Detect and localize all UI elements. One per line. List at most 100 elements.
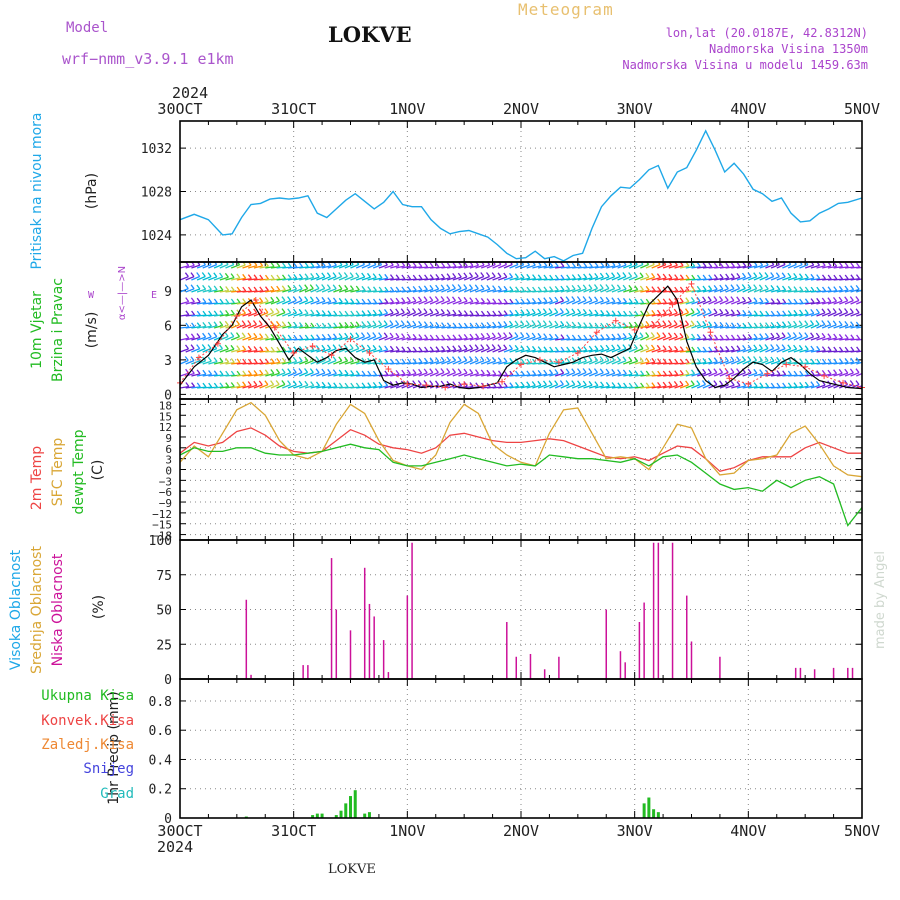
wind-barb-flag xyxy=(281,274,287,280)
wind-barb-flag xyxy=(623,310,628,316)
wind-barb xyxy=(276,324,286,329)
wind-barb-flag xyxy=(508,272,514,278)
wind-barb-flag xyxy=(673,320,678,325)
wind-barb-flag xyxy=(259,274,264,280)
wind-barb-flag xyxy=(577,380,582,386)
wind-barb-flag xyxy=(787,298,792,304)
wind-barb-flag xyxy=(588,322,593,328)
wind-barb-flag xyxy=(526,286,531,292)
wind-barb xyxy=(577,312,587,317)
wind-barb xyxy=(180,348,189,353)
wind-barb-flag xyxy=(582,284,587,290)
wind-barb-flag xyxy=(702,285,707,291)
wind-barb-flag xyxy=(685,369,690,375)
temp-title-sfc: SFC Temp xyxy=(50,438,66,507)
wind-barb xyxy=(384,301,394,305)
wind-barb-flag xyxy=(486,369,491,375)
wind-barb xyxy=(679,336,689,341)
wind-barb xyxy=(543,265,553,269)
temp-title-dewpt: dewpt Temp xyxy=(71,429,87,514)
wind-barb-flag xyxy=(372,298,378,304)
wind-barb xyxy=(429,371,439,377)
wind-barb xyxy=(418,311,428,317)
wind-barb-flag xyxy=(520,345,525,350)
wind-barb-flag xyxy=(304,334,309,340)
wind-barb-flag xyxy=(849,368,854,374)
wind-barb-flag xyxy=(736,345,741,351)
y-tick-label: 0.6 xyxy=(149,724,172,739)
wind-barb-flag xyxy=(366,344,371,350)
wind-barb xyxy=(702,300,712,305)
wind-barb-flag xyxy=(327,382,332,387)
pressure-unit: (hPa) xyxy=(84,173,100,209)
wind-barb-flag xyxy=(696,262,701,267)
wind-barb-flag xyxy=(230,298,235,304)
wind-barb-flag xyxy=(451,296,457,302)
wind-barb-flag xyxy=(287,308,292,314)
wind-barb xyxy=(640,324,650,329)
wind-barb xyxy=(395,278,405,281)
wind-barb xyxy=(441,360,451,365)
wind-barb xyxy=(782,361,792,365)
wind-barb xyxy=(566,372,576,377)
wind-barb-flag xyxy=(202,369,207,375)
wind-barb-flag xyxy=(424,274,429,280)
wind-barb-flag xyxy=(429,357,434,363)
precip-bar xyxy=(363,813,367,818)
wind-barb xyxy=(674,301,684,305)
wind-barb-flag xyxy=(457,368,462,374)
wind-barb-flag xyxy=(849,380,854,385)
wind-barb-flag xyxy=(594,345,599,351)
wind-barb-flag xyxy=(514,332,519,337)
wind-barb-flag xyxy=(424,262,429,268)
wind-barb xyxy=(265,265,275,269)
wind-barb-flag xyxy=(259,286,264,292)
wind-barb-flag xyxy=(770,310,775,316)
wind-barb xyxy=(731,300,740,305)
wind-barb-flag xyxy=(458,309,463,315)
wind-barb xyxy=(537,301,547,305)
wind-barb xyxy=(617,360,627,365)
elevation-text: Nadmorska Visina 1350m xyxy=(709,42,868,56)
wind-barb xyxy=(748,301,758,305)
wind-barb-flag xyxy=(287,380,292,385)
wind-barb-flag xyxy=(537,308,542,314)
wind-barb-flag xyxy=(690,369,696,375)
wind-barb-flag xyxy=(628,310,633,316)
wind-barb xyxy=(350,360,360,365)
wind-barb-flag xyxy=(338,322,343,328)
wind-barb xyxy=(316,300,326,305)
wind-barb-flag xyxy=(361,310,366,316)
wind-barb xyxy=(617,288,627,293)
wind-barb xyxy=(736,348,746,353)
wind-barb xyxy=(571,384,581,389)
wind-barb xyxy=(469,264,479,269)
wind-barb xyxy=(304,384,314,389)
wind-barb-flag xyxy=(236,286,241,292)
wind-barb-flag xyxy=(202,262,207,266)
wind-barb xyxy=(225,290,235,293)
wind-barb-flag xyxy=(792,332,797,337)
wind-barb xyxy=(219,276,229,281)
wind-barb-flag xyxy=(310,334,315,340)
wind-barb xyxy=(236,336,246,341)
wind-barb-flag xyxy=(503,321,508,326)
wind-barb xyxy=(441,312,451,317)
wind-barb xyxy=(520,277,530,281)
wind-barb-flag xyxy=(559,296,565,302)
wind-barb-flag xyxy=(560,262,565,268)
wind-barb-flag xyxy=(798,320,803,326)
wind-barb xyxy=(321,276,331,281)
wind-barb xyxy=(469,359,479,365)
wind-barb xyxy=(606,265,616,269)
wind-barb xyxy=(606,314,616,317)
wind-barb xyxy=(628,289,638,293)
wind-barb-flag xyxy=(258,380,263,386)
wind-barb xyxy=(458,287,468,293)
wind-barb xyxy=(469,275,479,281)
wind-barb-flag xyxy=(315,296,320,302)
wind-barb-flag xyxy=(384,298,389,304)
wind-barb xyxy=(384,277,394,281)
wind-barb xyxy=(498,361,508,365)
